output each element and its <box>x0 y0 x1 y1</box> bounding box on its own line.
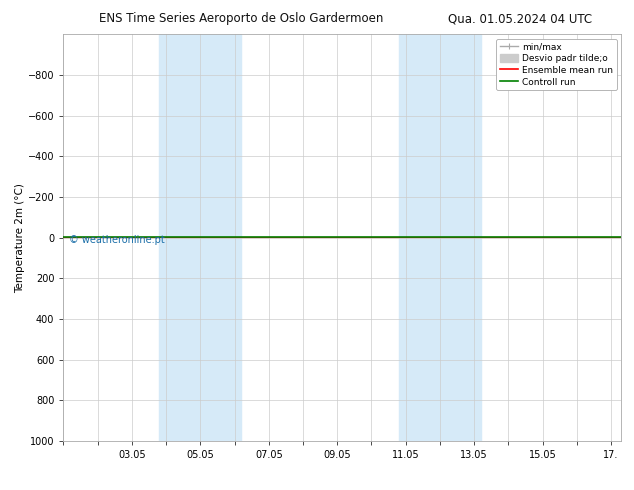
Bar <box>159 34 242 441</box>
Bar <box>399 34 481 441</box>
Legend: min/max, Desvio padr tilde;o, Ensemble mean run, Controll run: min/max, Desvio padr tilde;o, Ensemble m… <box>496 39 617 90</box>
Text: Qua. 01.05.2024 04 UTC: Qua. 01.05.2024 04 UTC <box>448 12 592 25</box>
Text: © weatheronline.pt: © weatheronline.pt <box>69 235 165 245</box>
Text: ENS Time Series Aeroporto de Oslo Gardermoen: ENS Time Series Aeroporto de Oslo Garder… <box>99 12 383 25</box>
Y-axis label: Temperature 2m (°C): Temperature 2m (°C) <box>15 183 25 293</box>
